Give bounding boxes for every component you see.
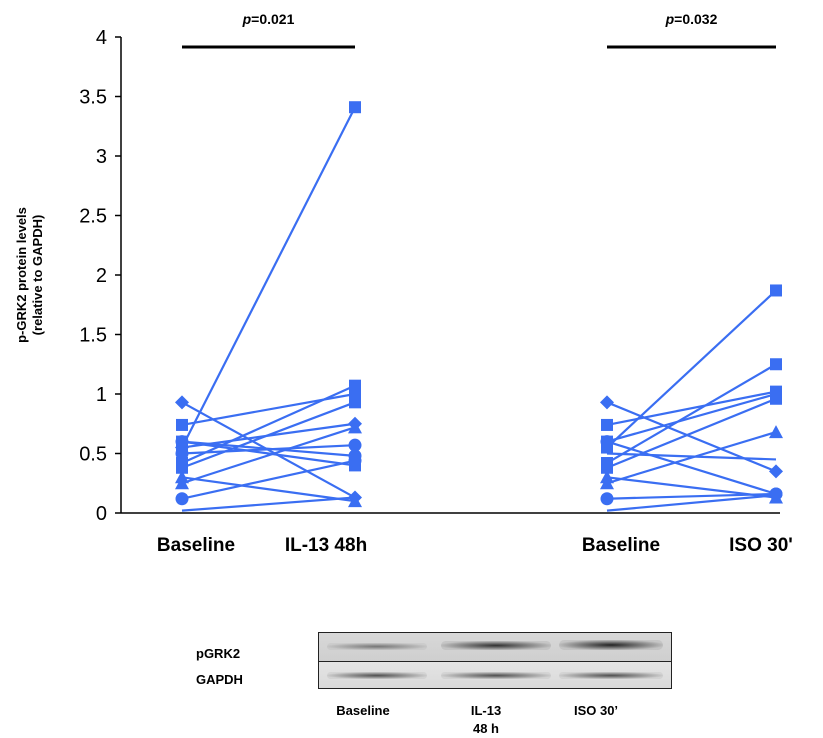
- series-line: [606, 452, 777, 461]
- y-tick-label: 3.5: [79, 87, 107, 109]
- data-marks: [175, 101, 783, 512]
- chart-svg: 0 0.5 1 1.5 2 2.5 3 3.5 4 p-GRK2 protein levels(r…: [14, 11, 793, 556]
- series-line: [181, 440, 356, 467]
- chart-labels: 0 0.5 1 1.5 2 2.5 3 3.5 4 p-GRK2 protein levels(r…: [14, 11, 793, 556]
- band-iso: [559, 640, 663, 650]
- x-category-label: IL-13 48h: [285, 535, 367, 556]
- blot-row-label-gapdh: GAPDH: [196, 672, 243, 687]
- triangle-point: [175, 470, 189, 484]
- square-point: [770, 358, 782, 371]
- band-baseline: [327, 643, 427, 650]
- square-point: [601, 461, 613, 474]
- triangle-point: [348, 420, 362, 434]
- triangle-point: [348, 494, 362, 508]
- series-line: [606, 390, 777, 427]
- x-category-label: Baseline: [582, 535, 660, 556]
- diamond-point: [600, 395, 614, 410]
- axes: [115, 36, 780, 514]
- circle-point: [348, 438, 362, 452]
- triangle-point: [769, 425, 783, 439]
- lane-label-iso: ISO 30’: [573, 703, 619, 718]
- square-point: [176, 418, 188, 431]
- y-axis-label-line: p-GRK2 protein levels: [14, 207, 29, 343]
- series-line: [181, 444, 356, 455]
- diamond-point: [769, 464, 783, 479]
- circle-point: [175, 435, 189, 449]
- circle-point: [348, 454, 362, 468]
- series-line: [181, 459, 356, 500]
- series-line: [181, 426, 356, 485]
- y-tick-label: 1: [96, 384, 107, 406]
- series-line: [606, 289, 777, 449]
- p-value-number: =0.021: [251, 11, 294, 27]
- circle-point: [175, 447, 189, 460]
- p-value-label: p=0.032: [665, 11, 718, 27]
- blot-row-label-pgrk2: pGRK2: [196, 646, 241, 661]
- series-line: [606, 397, 777, 469]
- blot-strip-pgrk2: [318, 632, 672, 662]
- square-point: [349, 101, 361, 114]
- series-line: [606, 440, 777, 496]
- square-point: [770, 388, 782, 400]
- y-tick-label: 1.5: [79, 325, 107, 347]
- series-line: [181, 496, 356, 512]
- band-gapdh-baseline: [327, 672, 427, 679]
- circle-point: [600, 435, 614, 449]
- y-tick-label: 0: [96, 503, 107, 525]
- diamond-point: [175, 395, 189, 410]
- p-value-symbol: p: [242, 11, 252, 27]
- blot-strip-gapdh: [318, 661, 672, 689]
- circle-point: [175, 492, 189, 506]
- y-tick-label: 3: [96, 146, 107, 168]
- y-axis-label-line: (relative to GAPDH): [30, 215, 45, 336]
- x-category-label: ISO 30': [729, 535, 793, 556]
- triangle-point: [600, 470, 614, 484]
- series-line: [606, 431, 777, 485]
- p-value-symbol: p: [665, 11, 675, 27]
- series-line: [606, 392, 777, 443]
- circle-point: [769, 487, 783, 501]
- y-axis-label: p-GRK2 protein levels(relative to GAPDH): [14, 207, 45, 343]
- band-il13: [441, 641, 551, 650]
- series-line: [181, 476, 356, 503]
- series-line: [606, 492, 777, 500]
- x-category-label: Baseline: [157, 535, 235, 556]
- square-point: [601, 418, 613, 431]
- lane-label-baseline: Baseline: [336, 703, 390, 718]
- series-line: [606, 401, 777, 473]
- series-line: [606, 363, 777, 464]
- circle-point: [600, 492, 614, 506]
- lane-label-il13: IL-13 48 h: [470, 703, 502, 736]
- series-line: [181, 106, 356, 449]
- band-gapdh-iso: [559, 672, 663, 679]
- square-point: [770, 284, 782, 297]
- y-tick-label: 2.5: [79, 206, 107, 228]
- y-tick-label: 0.5: [79, 444, 107, 466]
- p-value-label: p=0.021: [242, 11, 295, 27]
- series-line: [181, 392, 356, 427]
- y-tick-label: 2: [96, 265, 107, 287]
- band-gapdh-il13: [441, 672, 551, 679]
- square-point: [349, 396, 361, 409]
- series-line: [606, 494, 777, 512]
- square-point: [176, 461, 188, 474]
- p-value-number: =0.032: [674, 11, 717, 27]
- y-tick-label: 4: [96, 27, 107, 49]
